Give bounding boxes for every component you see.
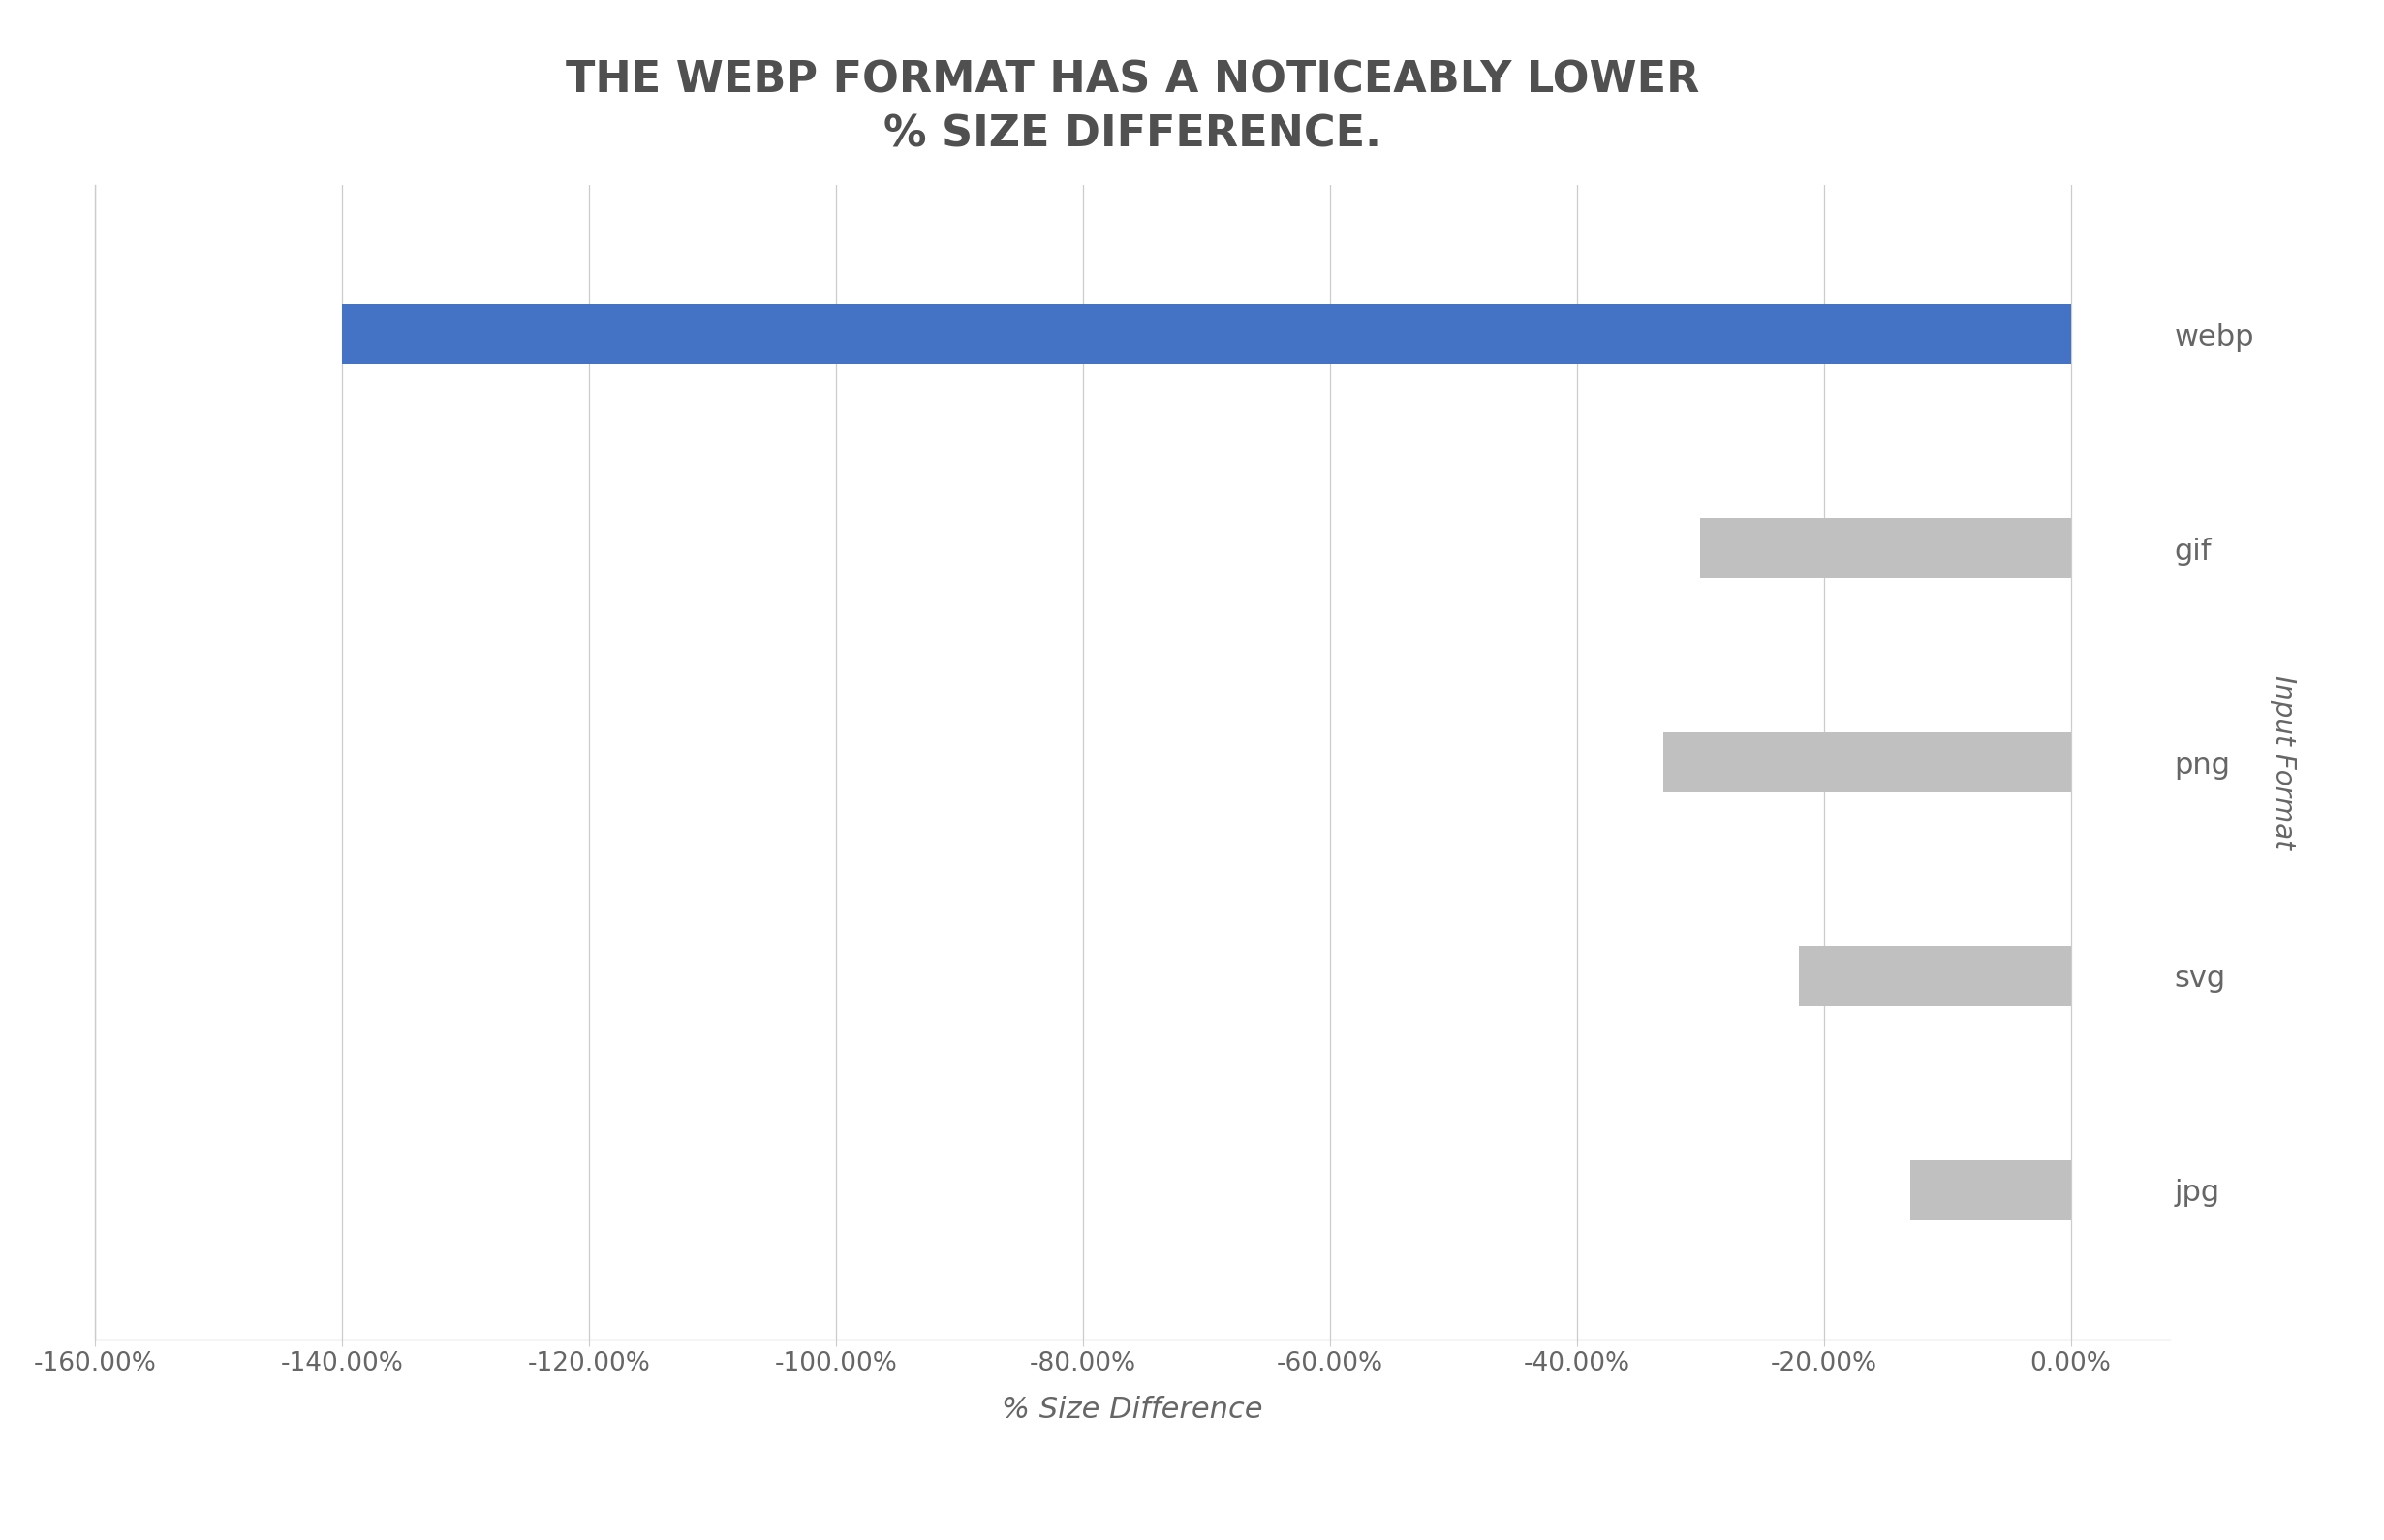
X-axis label: % Size Difference: % Size Difference xyxy=(1001,1395,1264,1423)
Bar xyxy=(1664,733,2072,792)
Title: THE WEBP FORMAT HAS A NOTICEABLY LOWER
% SIZE DIFFERENCE.: THE WEBP FORMAT HAS A NOTICEABLY LOWER %… xyxy=(565,60,1700,156)
Y-axis label: Input Format: Input Format xyxy=(2270,675,2298,850)
Bar xyxy=(343,305,2072,365)
Bar xyxy=(1800,946,2072,1006)
Bar xyxy=(1700,519,2072,579)
Bar xyxy=(1910,1160,2072,1220)
